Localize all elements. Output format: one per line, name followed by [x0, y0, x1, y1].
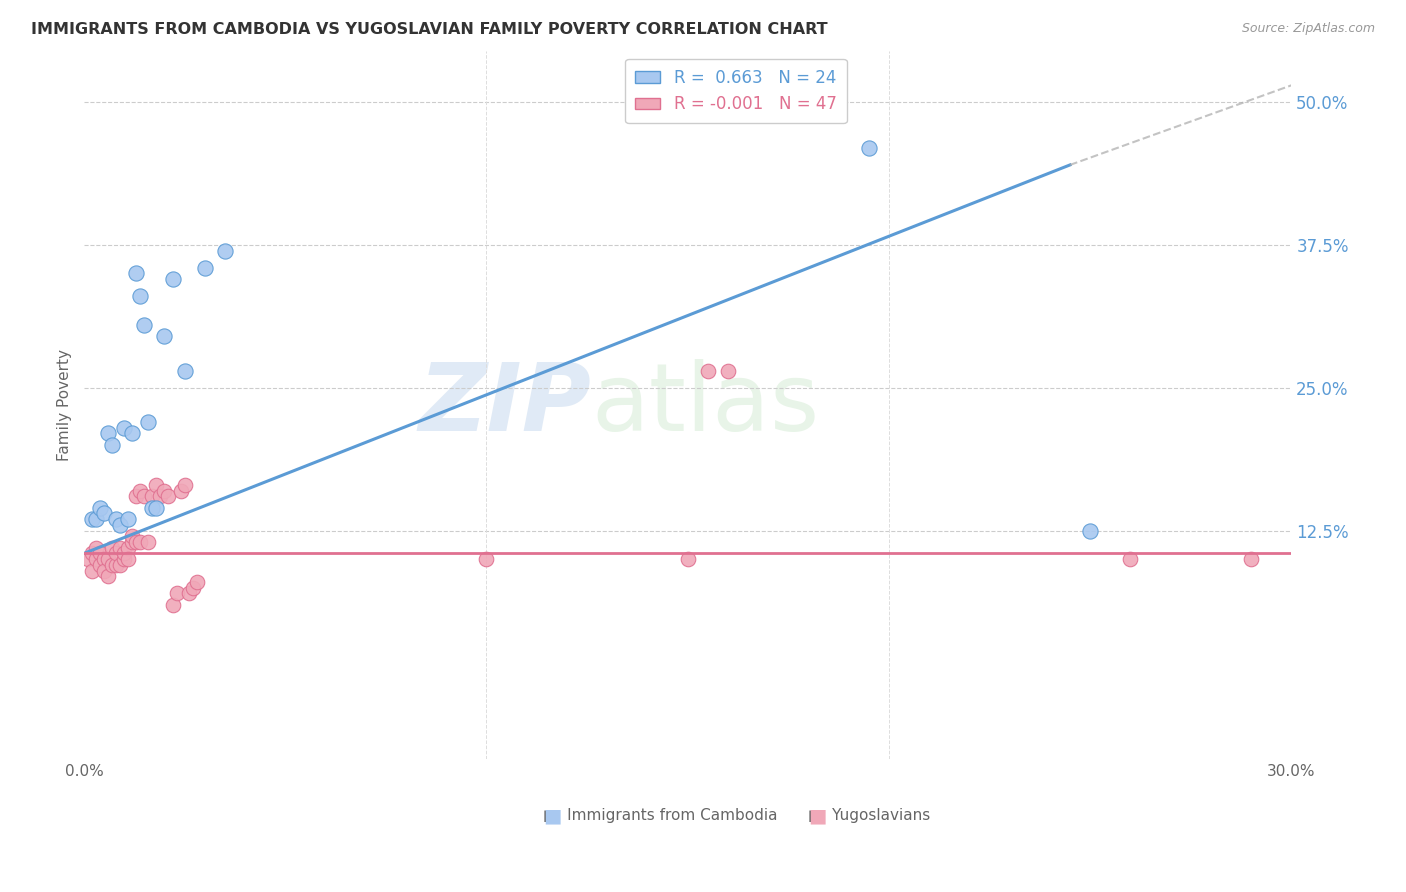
Point — [162, 598, 184, 612]
Point — [173, 478, 195, 492]
Point — [97, 552, 120, 566]
Point — [112, 552, 135, 566]
Point — [121, 426, 143, 441]
Point — [214, 244, 236, 258]
Text: Source: ZipAtlas.com: Source: ZipAtlas.com — [1241, 22, 1375, 36]
Point — [153, 483, 176, 498]
Point — [77, 552, 100, 566]
Point — [1078, 524, 1101, 538]
Point — [89, 546, 111, 560]
Point — [89, 558, 111, 572]
Point — [108, 558, 131, 572]
Text: ZIP: ZIP — [418, 359, 591, 450]
Point — [149, 489, 172, 503]
Legend: R =  0.663   N = 24, R = -0.001   N = 47: R = 0.663 N = 24, R = -0.001 N = 47 — [626, 59, 846, 123]
Point — [129, 289, 152, 303]
Point — [173, 363, 195, 377]
Point — [1119, 552, 1142, 566]
Point — [177, 586, 200, 600]
Text: ■  Immigrants from Cambodia: ■ Immigrants from Cambodia — [543, 808, 778, 823]
Point — [101, 438, 124, 452]
Text: ■  Yugoslavians: ■ Yugoslavians — [808, 808, 931, 823]
Point — [112, 546, 135, 560]
Point — [138, 415, 160, 429]
Point — [153, 329, 176, 343]
Text: ■: ■ — [808, 806, 827, 825]
Point — [145, 478, 167, 492]
Point — [101, 541, 124, 555]
Point — [166, 586, 188, 600]
Point — [125, 489, 148, 503]
Y-axis label: Family Poverty: Family Poverty — [58, 349, 72, 461]
Point — [138, 535, 160, 549]
Point — [676, 552, 699, 566]
Point — [93, 552, 115, 566]
Point — [134, 489, 156, 503]
Point — [186, 574, 208, 589]
Point — [105, 512, 128, 526]
Point — [141, 500, 163, 515]
Point — [117, 552, 139, 566]
Point — [181, 581, 204, 595]
Point — [858, 141, 880, 155]
Point — [84, 541, 107, 555]
Point — [162, 272, 184, 286]
Point — [194, 260, 217, 275]
Point — [129, 535, 152, 549]
Point — [125, 267, 148, 281]
Point — [117, 512, 139, 526]
Text: ■: ■ — [543, 806, 561, 825]
Text: IMMIGRANTS FROM CAMBODIA VS YUGOSLAVIAN FAMILY POVERTY CORRELATION CHART: IMMIGRANTS FROM CAMBODIA VS YUGOSLAVIAN … — [31, 22, 828, 37]
Point — [121, 529, 143, 543]
Point — [141, 489, 163, 503]
Point — [145, 500, 167, 515]
Point — [84, 552, 107, 566]
Point — [93, 564, 115, 578]
Point — [105, 558, 128, 572]
Point — [134, 318, 156, 332]
Point — [105, 546, 128, 560]
Point — [112, 420, 135, 434]
Point — [696, 363, 718, 377]
Point — [84, 512, 107, 526]
Text: atlas: atlas — [591, 359, 820, 450]
Point — [108, 517, 131, 532]
Point — [475, 552, 498, 566]
Point — [157, 489, 180, 503]
Point — [89, 500, 111, 515]
Point — [80, 564, 103, 578]
Point — [117, 541, 139, 555]
Point — [97, 569, 120, 583]
Point — [80, 546, 103, 560]
Point — [97, 426, 120, 441]
Point — [125, 535, 148, 549]
Point — [121, 535, 143, 549]
Point — [108, 541, 131, 555]
Point — [129, 483, 152, 498]
Point — [101, 558, 124, 572]
Point — [80, 512, 103, 526]
Point — [1240, 552, 1263, 566]
Point — [93, 507, 115, 521]
Point — [169, 483, 191, 498]
Point — [717, 363, 740, 377]
